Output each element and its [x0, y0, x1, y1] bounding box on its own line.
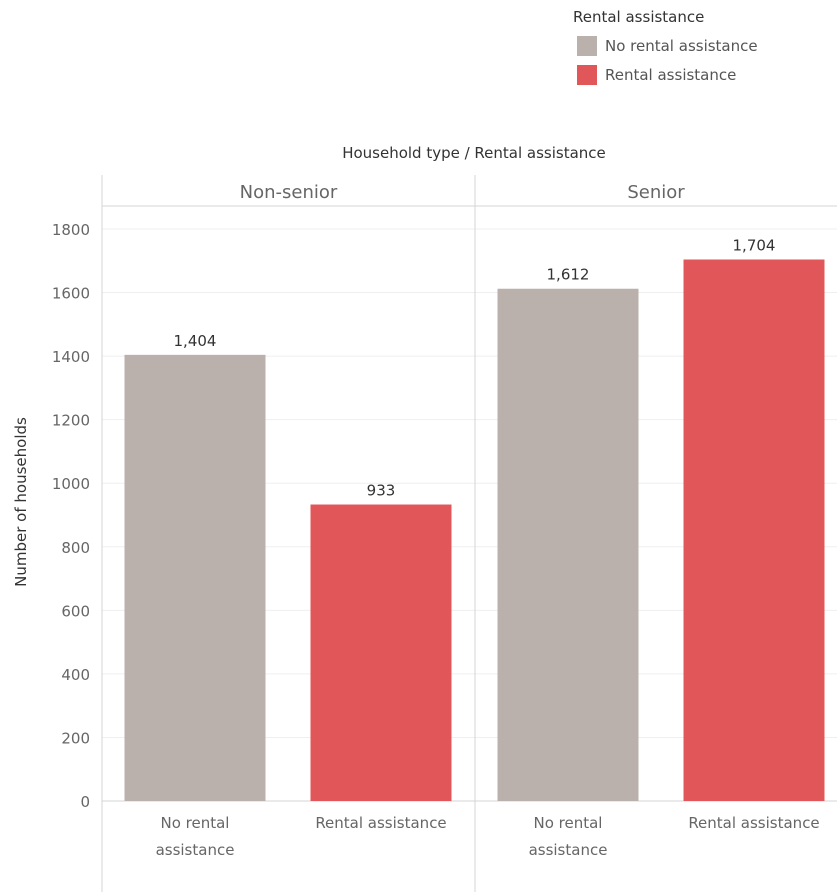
y-tick-label: 0	[80, 793, 90, 811]
x-tick-label: No rental	[161, 814, 230, 832]
y-tick-label: 600	[61, 602, 90, 620]
legend: Rental assistance No rental assistance R…	[573, 8, 835, 89]
y-tick-label: 1400	[52, 348, 90, 366]
data-label: 1,704	[733, 237, 776, 255]
bar[interactable]	[497, 288, 639, 802]
legend-swatch-no-rental-assistance	[577, 35, 597, 56]
panel-header-senior: Senior	[627, 182, 685, 203]
x-tick-label: assistance	[529, 841, 608, 859]
x-tick-label: Rental assistance	[315, 814, 446, 832]
legend-label: Rental assistance	[605, 65, 737, 84]
legend-title: Rental assistance	[573, 8, 705, 26]
x-tick-label: assistance	[156, 841, 235, 859]
x-tick-label: No rental	[534, 814, 603, 832]
bar[interactable]	[124, 354, 266, 801]
y-tick-label: 1000	[52, 475, 90, 493]
panel-header-non-senior: Non-senior	[240, 182, 338, 203]
y-tick-label: 1200	[52, 412, 90, 430]
data-label: 1,612	[547, 266, 590, 284]
legend-label: No rental assistance	[605, 36, 758, 55]
data-label: 933	[367, 482, 396, 500]
y-tick-label: 400	[61, 666, 90, 684]
bar[interactable]	[310, 504, 452, 801]
y-tick-label: 200	[61, 729, 90, 747]
y-tick-label: 800	[61, 539, 90, 557]
y-tick-label: 1600	[52, 285, 90, 303]
chart-title: Household type / Rental assistance	[342, 144, 606, 162]
y-tick-label: 1800	[52, 221, 90, 239]
data-label: 1,404	[174, 332, 217, 350]
legend-item-no-rental-assistance[interactable]: No rental assistance	[573, 31, 835, 60]
bar[interactable]	[683, 259, 825, 801]
legend-item-rental-assistance[interactable]: Rental assistance	[573, 60, 835, 89]
x-tick-label: Rental assistance	[688, 814, 819, 832]
y-axis-label: Number of households	[12, 417, 30, 587]
legend-swatch-rental-assistance	[577, 64, 597, 85]
